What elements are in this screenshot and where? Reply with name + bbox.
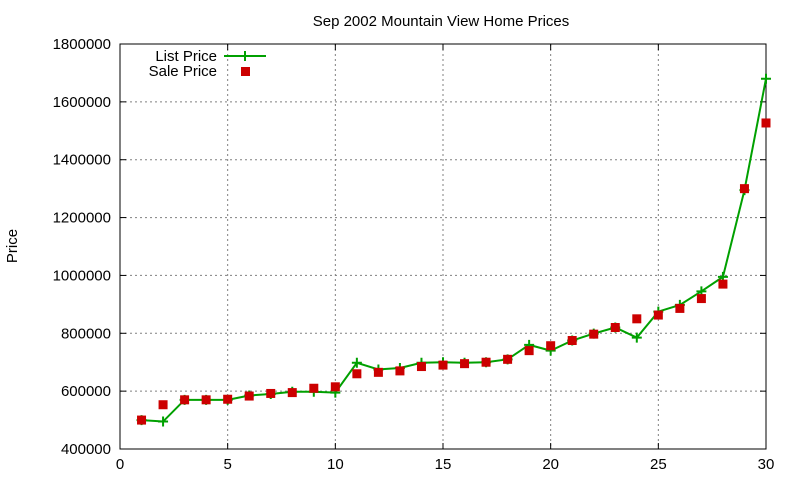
x-tick-label: 15: [435, 456, 452, 473]
y-tick-label: 1400000: [53, 152, 111, 169]
y-tick-label: 400000: [61, 441, 111, 458]
list-price-point: [631, 332, 642, 343]
sale-price-point: [438, 360, 448, 370]
sale-price-point: [481, 357, 491, 367]
legend-marker-sale-price: [241, 67, 250, 76]
series-layer: [136, 73, 771, 427]
y-tick-label: 1800000: [53, 36, 111, 53]
sale-price-point: [739, 184, 749, 194]
chart-title: Sep 2002 Mountain View Home Prices: [313, 13, 570, 30]
sale-price-point: [137, 415, 147, 425]
sale-price-point: [373, 367, 383, 377]
legend-marker-list-price: [240, 51, 250, 61]
sale-price-point: [223, 394, 233, 404]
sale-price-point: [180, 395, 190, 405]
x-axis-ticks: 0 5 10 15 20 25 30: [116, 44, 775, 473]
sale-price-point: [567, 336, 577, 346]
x-tick-label: 5: [223, 456, 231, 473]
sale-price-point: [460, 359, 470, 369]
plot-frame: [119, 43, 767, 450]
sale-price-point: [244, 391, 254, 401]
sale-price-point: [632, 314, 642, 324]
sale-price-point: [524, 346, 534, 356]
x-tick-label: 25: [650, 456, 667, 473]
sale-price-point: [610, 323, 620, 332]
sale-price-point: [395, 366, 405, 376]
x-tick-label: 20: [542, 456, 559, 473]
legend-label-sale-price: Sale Price: [149, 63, 217, 80]
sale-price-point: [696, 294, 706, 304]
x-tick-label: 0: [116, 456, 124, 473]
sale-price-point: [201, 395, 211, 405]
list-price-point: [158, 416, 169, 427]
y-tick-label: 1200000: [53, 210, 111, 227]
sale-price-point: [266, 388, 276, 398]
x-tick-label: 10: [327, 456, 344, 473]
x-tick-label: 30: [758, 456, 775, 473]
sale-price-point: [287, 388, 297, 398]
sale-price-point: [416, 362, 426, 372]
sale-price-point: [718, 279, 728, 289]
sale-price-point: [330, 382, 340, 392]
list-price-point: [351, 357, 362, 368]
sale-price-point: [546, 341, 556, 351]
sale-price-point: [158, 400, 168, 410]
y-axis-label: Price: [4, 229, 21, 263]
y-axis-ticks: 400000 600000 800000 1000000 1200000 1400000 1…: [53, 36, 766, 458]
y-tick-label: 1000000: [53, 267, 111, 284]
sale-price-point: [352, 369, 362, 379]
list-price-point: [761, 73, 771, 84]
y-tick-label: 1600000: [53, 94, 111, 111]
grid-lines: [120, 44, 766, 449]
sale-price-point: [675, 303, 685, 313]
y-tick-label: 800000: [61, 325, 111, 342]
legend-label-list-price: List Price: [155, 48, 217, 65]
list-price-line: [141, 78, 767, 423]
sale-price-point: [309, 383, 319, 393]
sale-price-point: [761, 118, 771, 128]
sale-price-point: [503, 354, 513, 364]
sale-price-point: [589, 329, 599, 339]
y-tick-label: 600000: [61, 383, 111, 400]
sale-price-point: [653, 310, 663, 320]
